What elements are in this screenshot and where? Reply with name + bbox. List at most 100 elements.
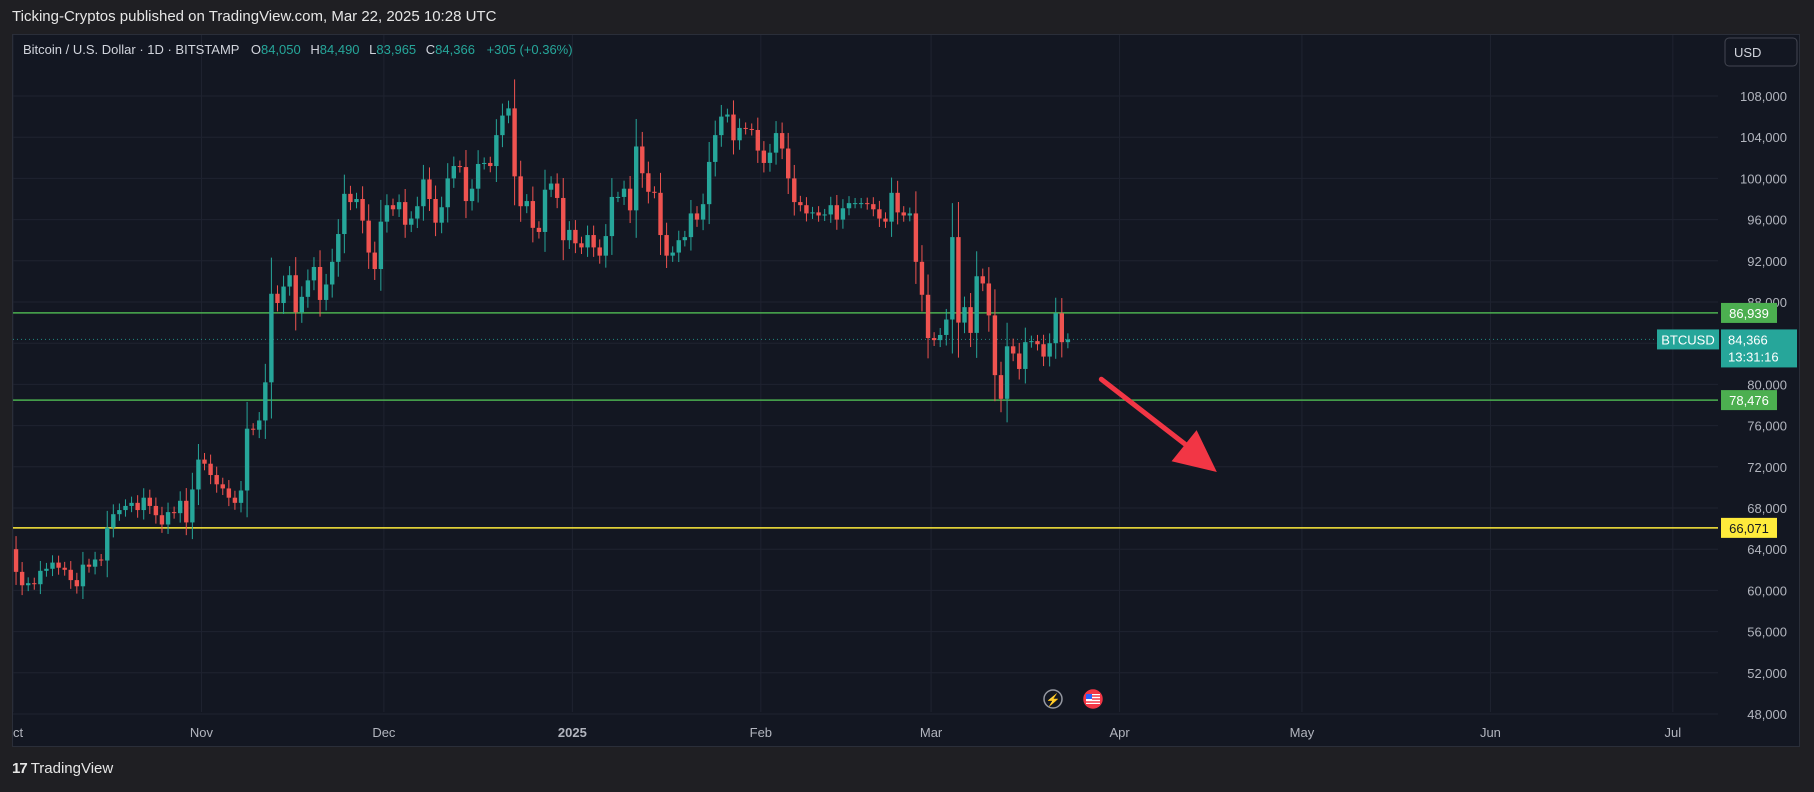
candle[interactable] bbox=[713, 120, 718, 177]
candle[interactable] bbox=[664, 222, 669, 269]
candle[interactable] bbox=[834, 194, 840, 230]
candle[interactable] bbox=[165, 502, 171, 534]
candle[interactable] bbox=[26, 577, 31, 592]
candle[interactable] bbox=[986, 267, 992, 332]
candle[interactable] bbox=[694, 206, 700, 227]
candle[interactable] bbox=[706, 141, 712, 225]
candle[interactable] bbox=[676, 230, 681, 263]
candle[interactable] bbox=[1053, 297, 1058, 359]
candle[interactable] bbox=[348, 185, 353, 211]
candle[interactable] bbox=[32, 577, 37, 590]
candle[interactable] bbox=[311, 257, 317, 291]
candle[interactable] bbox=[980, 268, 985, 292]
candle[interactable] bbox=[500, 103, 505, 148]
candle[interactable] bbox=[804, 197, 809, 222]
candle[interactable] bbox=[1023, 327, 1028, 384]
candle[interactable] bbox=[244, 401, 250, 518]
candle[interactable] bbox=[141, 488, 146, 520]
candle[interactable] bbox=[579, 236, 584, 255]
candle[interactable] bbox=[56, 555, 61, 575]
candle[interactable] bbox=[822, 208, 827, 221]
candle[interactable] bbox=[287, 266, 292, 296]
candle[interactable] bbox=[44, 562, 49, 577]
candle[interactable] bbox=[895, 180, 900, 225]
candle[interactable] bbox=[238, 481, 244, 513]
candle[interactable] bbox=[202, 452, 207, 471]
candle[interactable] bbox=[646, 161, 651, 204]
candle[interactable] bbox=[433, 185, 438, 237]
candle[interactable] bbox=[354, 192, 359, 209]
candle[interactable] bbox=[883, 212, 888, 228]
currency-button[interactable]: USD bbox=[1724, 37, 1798, 67]
candle[interactable] bbox=[907, 207, 912, 222]
candle[interactable] bbox=[80, 551, 86, 600]
candle[interactable] bbox=[542, 169, 548, 252]
candle[interactable] bbox=[700, 193, 706, 231]
candle[interactable] bbox=[1029, 335, 1034, 348]
candle[interactable] bbox=[627, 175, 633, 224]
flash-event-icon[interactable] bbox=[1043, 689, 1063, 709]
candle[interactable] bbox=[548, 176, 554, 198]
candle[interactable] bbox=[773, 121, 779, 165]
candle[interactable] bbox=[68, 561, 73, 589]
candle[interactable] bbox=[968, 292, 973, 348]
candle[interactable] bbox=[129, 496, 134, 513]
candle[interactable] bbox=[573, 220, 578, 254]
candle[interactable] bbox=[682, 230, 688, 247]
candle[interactable] bbox=[86, 558, 92, 573]
candle[interactable] bbox=[1010, 338, 1016, 362]
candle[interactable] bbox=[269, 257, 274, 419]
candle[interactable] bbox=[925, 274, 931, 359]
candle[interactable] bbox=[427, 167, 432, 211]
candle[interactable] bbox=[1041, 334, 1046, 367]
candle[interactable] bbox=[19, 562, 25, 596]
candle[interactable] bbox=[974, 251, 979, 358]
candle[interactable] bbox=[232, 490, 238, 510]
candle[interactable] bbox=[263, 363, 268, 439]
candle[interactable] bbox=[402, 189, 408, 238]
candle[interactable] bbox=[554, 173, 560, 209]
candle[interactable] bbox=[317, 250, 323, 317]
candle[interactable] bbox=[159, 506, 165, 533]
candle[interactable] bbox=[153, 497, 159, 524]
candle[interactable] bbox=[196, 443, 201, 506]
candle[interactable] bbox=[731, 100, 736, 155]
candle[interactable] bbox=[336, 219, 341, 277]
candle[interactable] bbox=[603, 224, 608, 268]
candle[interactable] bbox=[871, 197, 876, 217]
candle[interactable] bbox=[591, 225, 596, 257]
candle[interactable] bbox=[366, 204, 371, 269]
candle[interactable] bbox=[852, 197, 858, 209]
footer-brand[interactable]: TradingView bbox=[30, 760, 114, 777]
candle[interactable] bbox=[743, 122, 748, 135]
candle[interactable] bbox=[372, 241, 377, 280]
candle[interactable] bbox=[1065, 333, 1071, 349]
candle[interactable] bbox=[13, 536, 19, 585]
candle[interactable] bbox=[439, 196, 444, 234]
candle[interactable] bbox=[421, 164, 426, 221]
symbol-legend[interactable]: Bitcoin / U.S. Dollar · 1D · BITSTAMP O8… bbox=[23, 42, 573, 57]
candle[interactable] bbox=[919, 245, 925, 312]
candle[interactable] bbox=[74, 572, 80, 594]
candle[interactable] bbox=[378, 199, 384, 291]
candle[interactable] bbox=[147, 489, 152, 514]
candle[interactable] bbox=[457, 160, 463, 173]
candle[interactable] bbox=[184, 488, 189, 536]
candle[interactable] bbox=[506, 100, 511, 124]
candle[interactable] bbox=[865, 197, 870, 210]
candle[interactable] bbox=[415, 196, 420, 229]
candle[interactable] bbox=[634, 118, 639, 238]
candle[interactable] bbox=[111, 504, 116, 538]
candle[interactable] bbox=[178, 491, 183, 523]
candle[interactable] bbox=[846, 196, 852, 216]
candle[interactable] bbox=[214, 466, 219, 493]
candle[interactable] bbox=[190, 472, 195, 540]
candle[interactable] bbox=[293, 257, 298, 331]
candle[interactable] bbox=[858, 197, 864, 209]
candle[interactable] bbox=[360, 186, 365, 234]
candle[interactable] bbox=[494, 119, 499, 183]
candle[interactable] bbox=[992, 289, 998, 402]
candle[interactable] bbox=[105, 510, 110, 578]
candle[interactable] bbox=[123, 499, 128, 517]
candle[interactable] bbox=[275, 285, 280, 312]
